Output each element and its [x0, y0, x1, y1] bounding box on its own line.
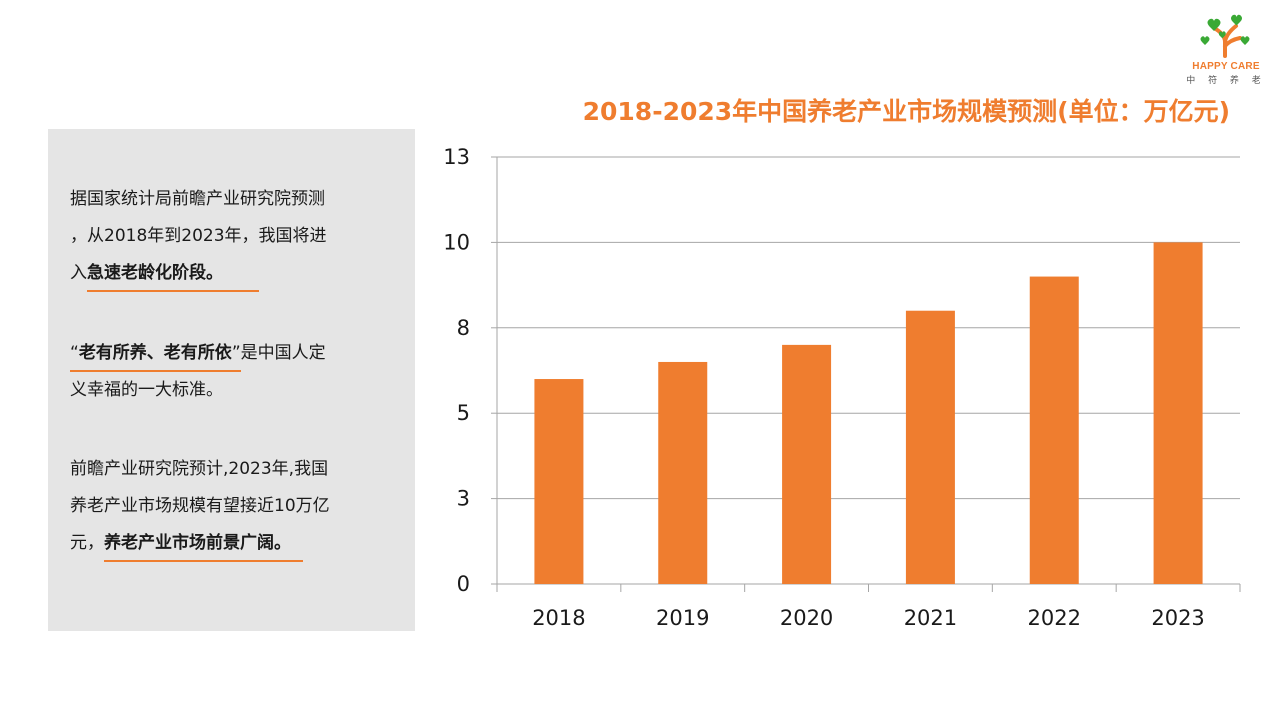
x-tick-label-2022: 2022 — [1028, 606, 1081, 630]
bar-2022 — [1029, 276, 1079, 584]
bar-2021 — [905, 310, 955, 584]
p1-emphasis: 急速老龄化阶段。 — [87, 257, 259, 292]
p3-line2: 养老产业市场规模有望接近10万亿 — [70, 496, 330, 516]
tree-hearts-icon — [1200, 14, 1250, 58]
p2-emphasis: “老有所养、老有所依” — [70, 337, 241, 372]
x-tick-label-2019: 2019 — [656, 606, 709, 630]
x-tick-label-2018: 2018 — [532, 606, 585, 630]
p2-rest: 是中国人定 — [240, 343, 326, 363]
logo-brand-en: HAPPY CARE — [1192, 61, 1260, 72]
p3-line3-pre: 元， — [70, 533, 104, 553]
p1-line2: ，从2018年到2023年，我国将进 — [70, 226, 327, 246]
paragraph-1: 据国家统计局前瞻产业研究院预测 ，从2018年到2023年，我国将进 入急速老龄… — [70, 181, 400, 292]
bar-2020 — [782, 344, 832, 584]
bar-2023 — [1153, 242, 1203, 584]
paragraph-2: “老有所养、老有所依”是中国人定 义幸福的一大标准。 — [70, 335, 400, 409]
x-tick-label-2021: 2021 — [904, 606, 957, 630]
bar-2019 — [658, 361, 708, 584]
y-tick-label-1: 3 — [457, 487, 470, 511]
p1-line3-pre: 入 — [70, 263, 87, 283]
chart-title: 2018-2023年中国养老产业市场规模预测(单位：万亿元) — [582, 97, 1230, 126]
y-tick-label-3: 8 — [457, 316, 470, 340]
logo-brand-cn: 中 符 养 老 — [1186, 76, 1266, 86]
happy-care-logo: HAPPY CARE 中 符 养 老 — [1186, 14, 1266, 86]
text-panel: 据国家统计局前瞻产业研究院预测 ，从2018年到2023年，我国将进 入急速老龄… — [48, 129, 415, 631]
y-tick-label-5: 13 — [443, 145, 470, 169]
y-tick-label-4: 10 — [443, 230, 470, 254]
x-tick-label-2020: 2020 — [780, 606, 833, 630]
p3-emphasis: 养老产业市场前景广阔。 — [104, 527, 303, 562]
paragraph-3: 前瞻产业研究院预计,2023年,我国 养老产业市场规模有望接近10万亿 元，养老… — [70, 451, 400, 562]
bar-2018 — [534, 379, 584, 584]
p1-line1: 据国家统计局前瞻产业研究院预测 — [70, 189, 325, 209]
y-tick-label-0: 0 — [457, 572, 470, 596]
p3-line3-post: 。 — [274, 533, 291, 553]
x-tick-label-2023: 2023 — [1151, 606, 1204, 630]
p3-line1: 前瞻产业研究院预计,2023年,我国 — [70, 459, 329, 479]
y-tick-label-2: 5 — [457, 401, 470, 425]
p1-line3-post: 。 — [206, 263, 223, 283]
p2-line2: 义幸福的一大标准。 — [70, 380, 223, 400]
